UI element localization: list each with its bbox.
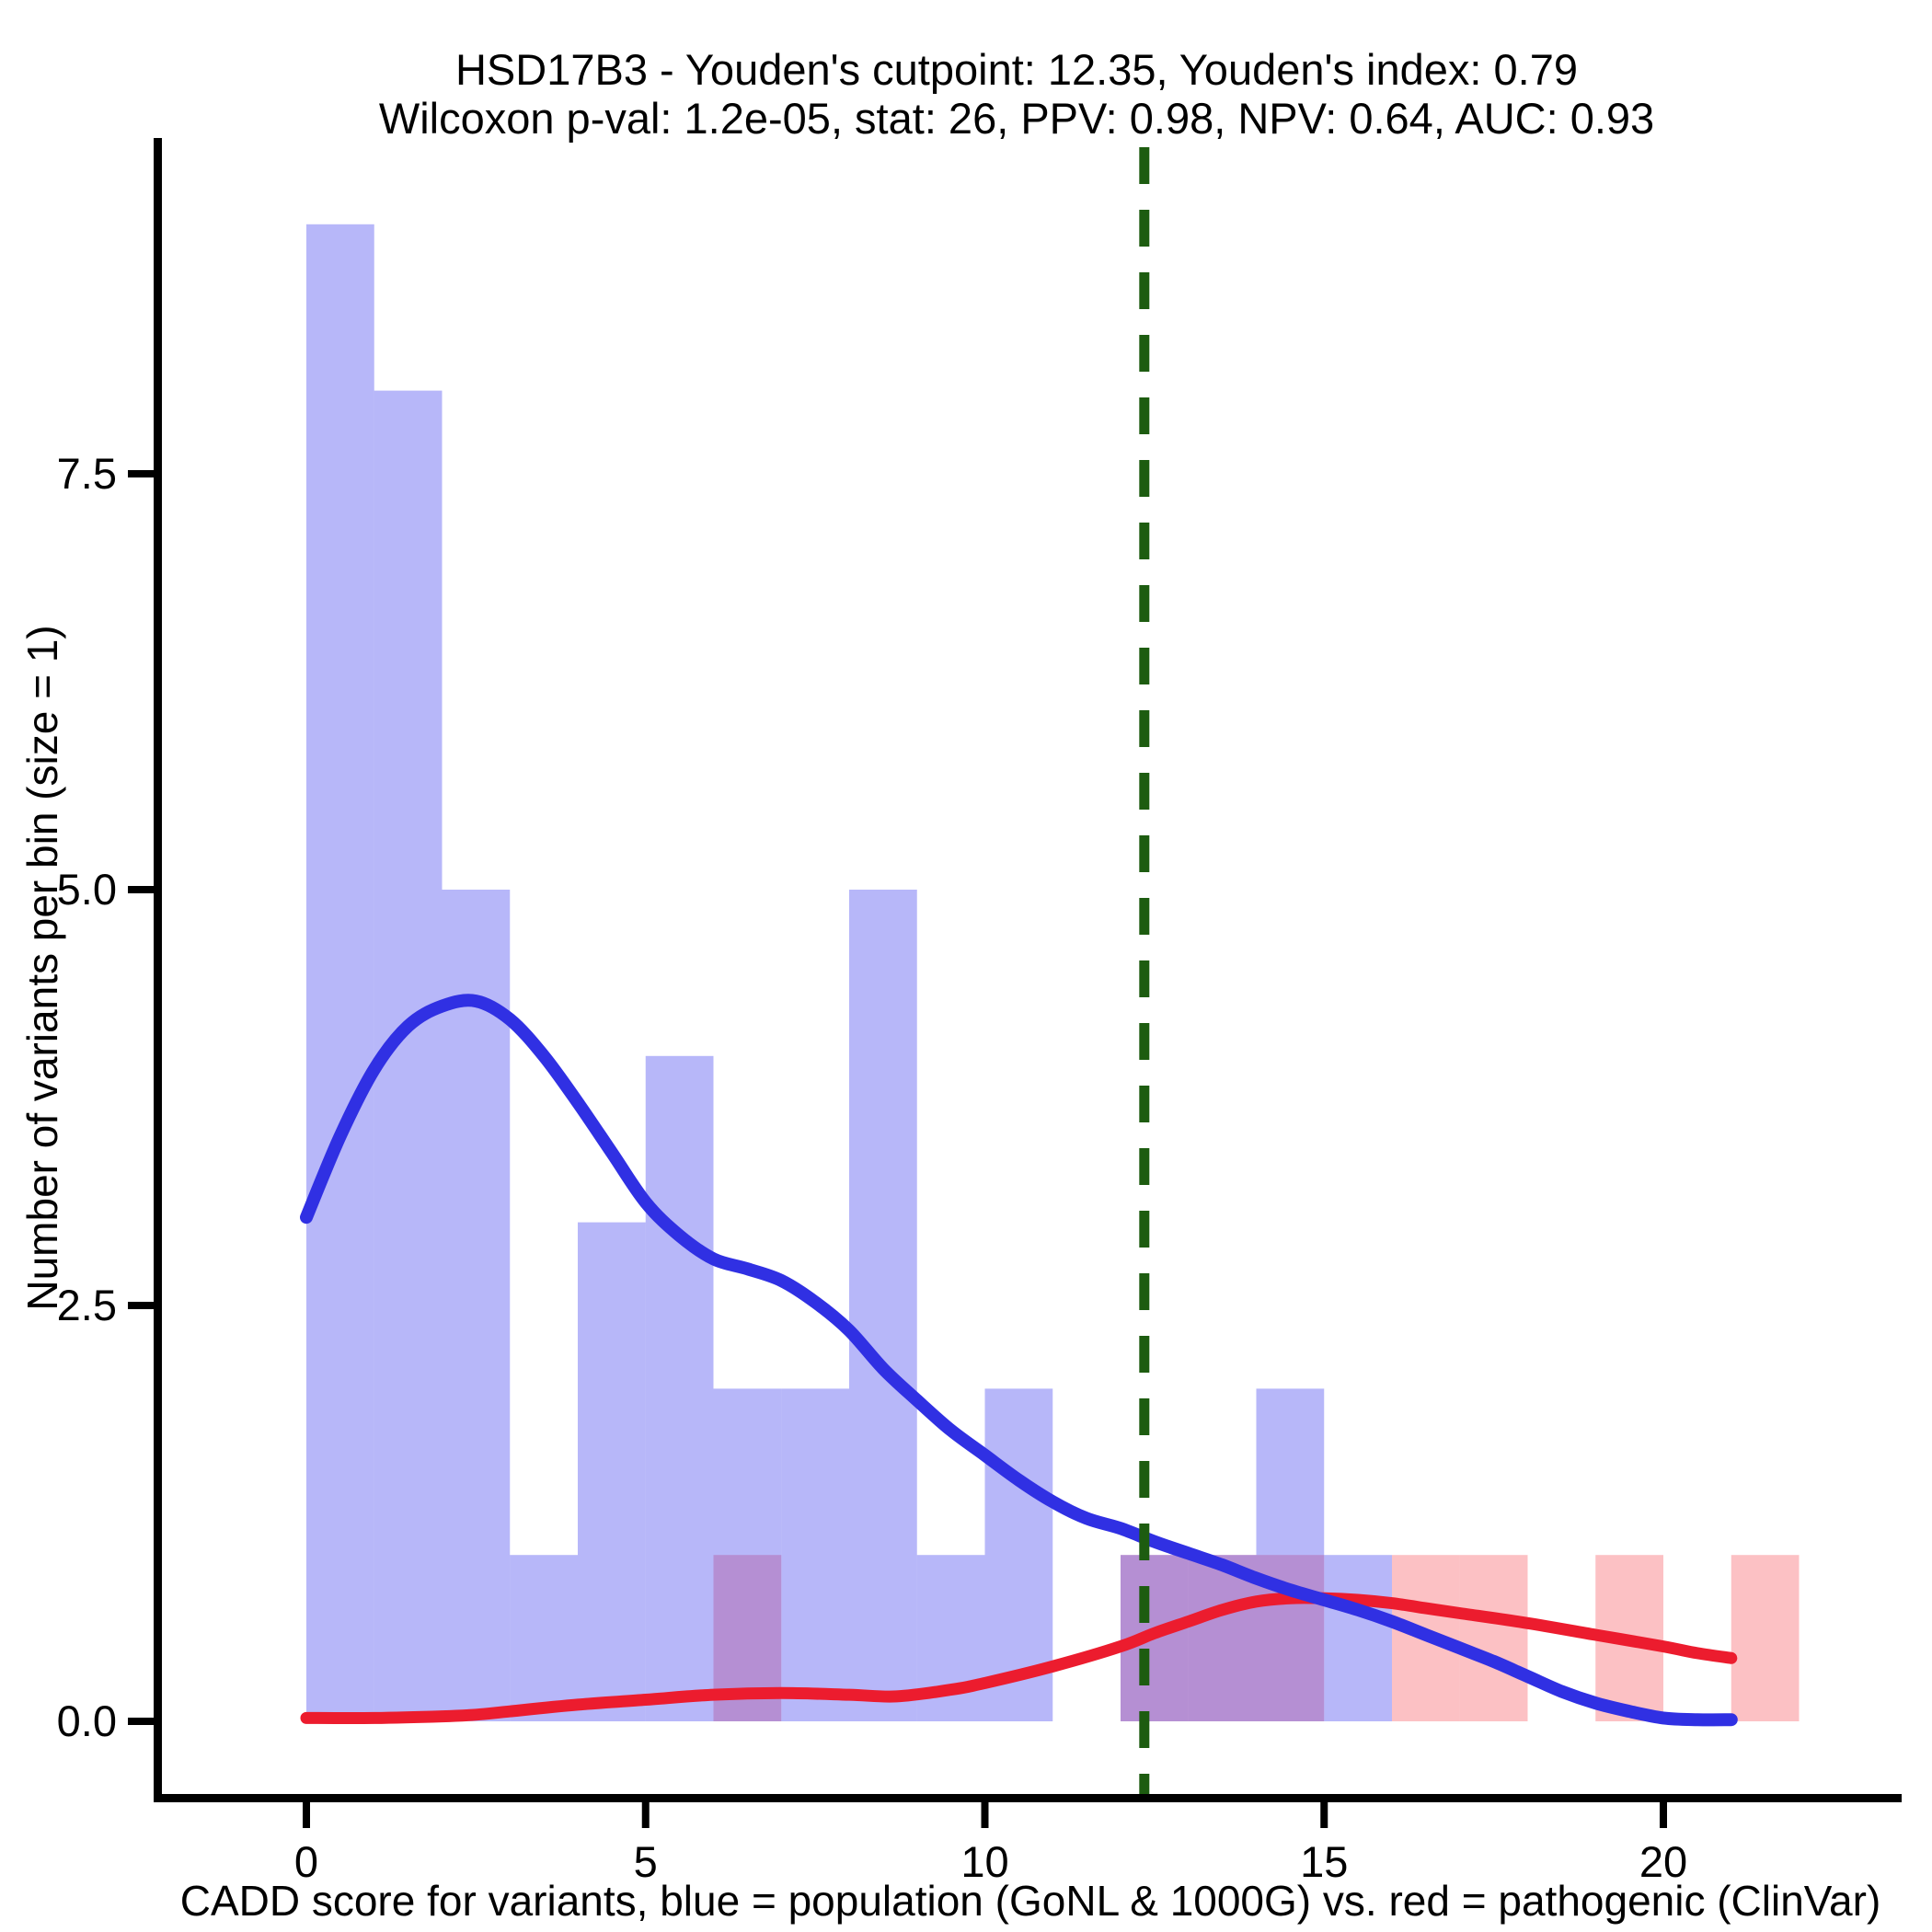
x-tick: [641, 1802, 650, 1828]
bar-pathogenic: [1731, 1555, 1800, 1721]
bar-population: [1188, 1555, 1257, 1721]
x-tick-label: 5: [634, 1837, 658, 1886]
y-tick: [128, 1718, 154, 1725]
bar-population: [645, 1055, 714, 1721]
x-axis-line: [154, 1794, 1902, 1802]
x-tick-label: 15: [1300, 1837, 1348, 1886]
bar-population: [1324, 1555, 1392, 1721]
y-tick-label: 0.0: [57, 1696, 117, 1745]
y-axis-title: Number of variants per bin (size = 1): [18, 625, 66, 1310]
x-tick: [1320, 1802, 1328, 1828]
y-tick-label: 7.5: [57, 449, 117, 498]
bar-pathogenic: [1459, 1555, 1528, 1721]
y-tick: [128, 886, 154, 893]
bar-population: [442, 890, 511, 1721]
axes-layer: 0.0 2.5 5.0 7.5 0 5 10 15 20: [57, 138, 1902, 1886]
x-tick-label: 20: [1639, 1837, 1687, 1886]
bar-population: [1256, 1388, 1325, 1721]
density-line-population: [300, 994, 1738, 1727]
bar-population: [510, 1555, 578, 1721]
bar-pathogenic: [1188, 1555, 1257, 1721]
x-tick-label: 10: [960, 1837, 1008, 1886]
population-histogram-layer: [306, 224, 1392, 1722]
y-tick: [128, 470, 154, 477]
x-tick-label: 0: [294, 1837, 318, 1886]
bar-population: [781, 1388, 849, 1721]
x-axis-title: CADD score for variants, blue = populati…: [180, 1877, 1881, 1925]
x-tick: [981, 1802, 989, 1828]
y-axis-line: [154, 138, 162, 1802]
y-tick: [128, 1302, 154, 1309]
density-line-pathogenic: [300, 1592, 1738, 1725]
x-tick: [1660, 1802, 1667, 1828]
y-tick-label: 2.5: [57, 1281, 117, 1329]
y-tick-label: 5.0: [57, 865, 117, 914]
bar-population: [849, 890, 917, 1721]
chart-title-line1: HSD17B3 - Youden's cutpoint: 12.35, Youd…: [455, 45, 1578, 94]
chart-title-line2: Wilcoxon p-val: 1.2e-05, stat: 26, PPV: …: [379, 94, 1654, 143]
x-tick: [303, 1802, 310, 1828]
bar-population: [306, 224, 374, 1721]
bar-population: [578, 1222, 646, 1721]
density-curves-layer: [300, 994, 1738, 1727]
bar-population: [713, 1388, 782, 1721]
